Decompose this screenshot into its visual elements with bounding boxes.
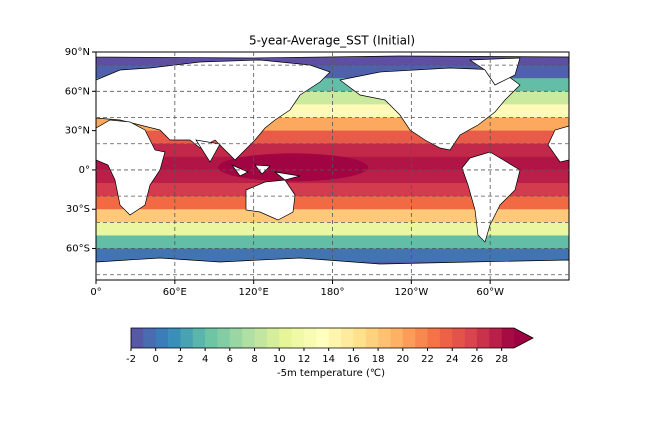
colorbar-segment <box>402 328 416 348</box>
colorbar-segment <box>131 328 144 348</box>
chart-title: 5-year-Average_SST (Initial) <box>249 34 415 48</box>
colorbar-tick-label: 26 <box>471 354 484 365</box>
australia <box>245 179 296 221</box>
colorbar-segment <box>464 328 478 348</box>
colorbar-segment <box>415 328 428 348</box>
colorbar-segment <box>378 328 391 348</box>
colorbar-segment <box>155 328 169 348</box>
colorbar-segment <box>390 328 404 348</box>
x-tick-label: 180° <box>320 287 344 298</box>
colorbar-tick-label: 16 <box>347 354 360 365</box>
sst-band <box>96 183 569 197</box>
colorbar-segment <box>341 328 354 348</box>
y-tick-label: 60°S <box>66 244 90 255</box>
colorbar-segment <box>489 328 502 348</box>
x-tick-label: 120°E <box>238 287 268 298</box>
x-tick-label: 60°W <box>476 287 504 298</box>
colorbar-tick-label: 0 <box>153 354 159 365</box>
y-tick-label: 90°N <box>65 47 90 58</box>
colorbar-segment <box>439 328 453 348</box>
colorbar-segment <box>476 328 490 348</box>
india <box>195 139 221 163</box>
y-tick-label: 60°N <box>65 86 90 97</box>
north-america <box>339 67 521 151</box>
colorbar-segment <box>254 328 268 348</box>
colorbar-segment <box>229 328 243 348</box>
colorbar-segment <box>279 328 292 348</box>
colorbar-tick-label: 28 <box>495 354 508 365</box>
colorbar-extend <box>514 328 533 348</box>
colorbar-segment <box>328 328 342 348</box>
colorbar-segment <box>365 328 379 348</box>
colorbar-segment <box>192 328 206 348</box>
colorbar-tick-label: 20 <box>396 354 409 365</box>
axes: 0° 60°E 120°E 180° 120°W 60°W 90°N 60°N 30°N 0° 30… <box>65 47 569 298</box>
colorbar-segment <box>217 328 231 348</box>
y-tick-label: 0° <box>79 165 90 176</box>
warm-pool <box>218 153 369 182</box>
x-tick-label: 120°W <box>394 287 428 298</box>
colorbar-segment <box>303 328 317 348</box>
colorbar-segment <box>266 328 280 348</box>
colorbar-segment <box>353 328 367 348</box>
colorbar-segment <box>143 328 157 348</box>
colorbar-segment <box>168 328 181 348</box>
colorbar-tick-label: 24 <box>446 354 459 365</box>
colorbar-segment <box>316 328 329 348</box>
colorbar-segment <box>180 328 194 348</box>
y-tick-label: 30°S <box>66 204 90 215</box>
colorbar-segment <box>452 328 465 348</box>
eurasia <box>96 59 331 161</box>
south-america <box>461 151 521 243</box>
colorbar-tick-label: 22 <box>421 354 434 365</box>
colorbar-tick-label: 8 <box>251 354 257 365</box>
colorbar-tick-label: 4 <box>202 354 208 365</box>
colorbar-tick-label: 2 <box>177 354 183 365</box>
colorbar-tick-label: 18 <box>372 354 385 365</box>
colorbar-tick-label: 10 <box>273 354 286 365</box>
colorbar-segment <box>291 328 305 348</box>
x-tick-label: 60°E <box>163 287 187 298</box>
colorbar-tick-label: 6 <box>227 354 233 365</box>
colorbar-segment <box>501 328 515 348</box>
colorbar-segment <box>427 328 441 348</box>
colorbar-frame <box>130 327 534 349</box>
y-tick-label: 30°N <box>65 126 90 137</box>
colorbar-tick-label: 14 <box>322 354 335 365</box>
colorbar-label: -5m temperature (℃) <box>277 368 385 379</box>
colorbar-tick-label: 12 <box>298 354 311 365</box>
colorbar-segment <box>242 328 255 348</box>
colorbar-tick-label: -2 <box>126 354 136 365</box>
x-tick-label: 0° <box>90 287 101 298</box>
colorbar-segment <box>205 328 218 348</box>
